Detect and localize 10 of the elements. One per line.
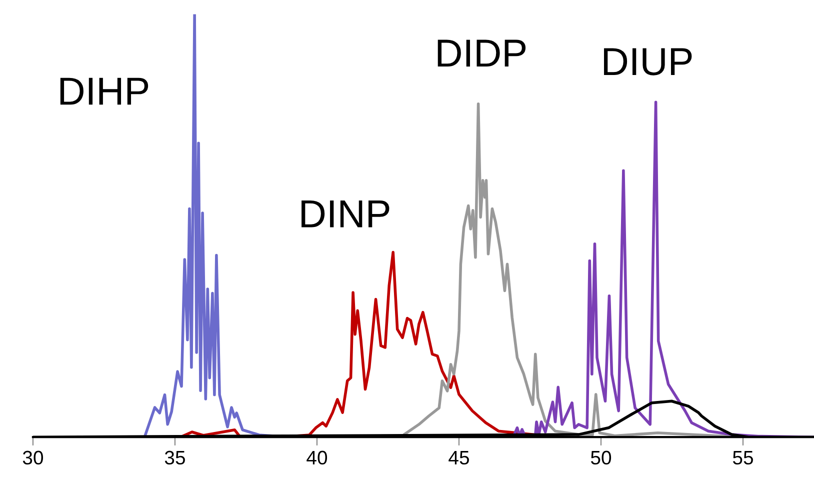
series-label: DIDP (438, 40, 526, 67)
x-tick-label: 30 (22, 450, 44, 465)
series-label: DIHP (60, 78, 148, 105)
series-label: DIUP (604, 48, 692, 76)
x-tick-label: 50 (590, 450, 612, 465)
x-tick-label: 35 (164, 450, 185, 465)
x-tick-label: 55 (732, 450, 753, 465)
series-label: DINP (302, 200, 390, 228)
x-tick-label: 40 (306, 450, 328, 465)
x-tick-label: 45 (448, 450, 469, 465)
